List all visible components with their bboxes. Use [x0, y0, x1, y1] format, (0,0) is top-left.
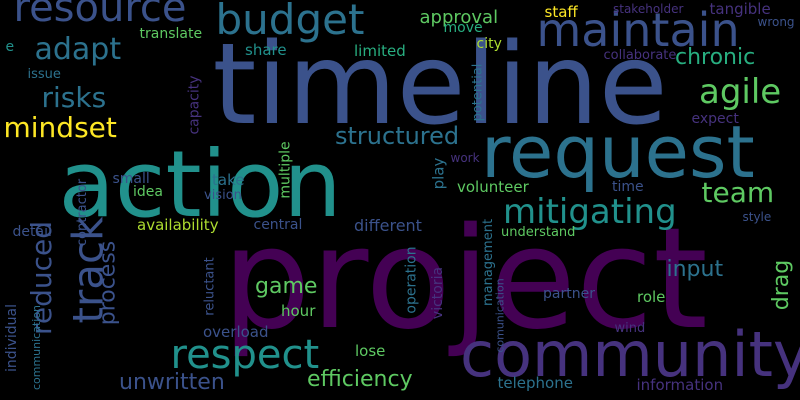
word-communication: communication	[29, 304, 43, 390]
word-risks: risks	[41, 81, 107, 114]
word-comunication: comunication	[493, 277, 507, 353]
word-mitigating: mitigating	[503, 192, 677, 232]
word-game: game	[255, 274, 318, 299]
word-style: style	[742, 210, 772, 224]
word-hour: hour	[281, 301, 316, 320]
word-city: city	[476, 36, 502, 52]
word-information: information	[636, 375, 724, 394]
word-volunteer: volunteer	[457, 177, 529, 196]
word-share: share	[245, 40, 287, 59]
word-budget: budget	[215, 0, 365, 44]
word-drag: drag	[769, 259, 795, 311]
word-multiple: multiple	[277, 141, 294, 199]
word-telephone: telephone	[497, 373, 573, 392]
word-victoria: victoria	[430, 266, 447, 320]
word-team: team	[701, 176, 775, 209]
word-timeline: timeline	[212, 20, 668, 150]
word-e: e	[5, 39, 15, 55]
word-input: input	[666, 257, 724, 282]
word-wrong: wrong	[757, 15, 795, 29]
word-role: role	[637, 287, 666, 306]
word-action: action	[58, 131, 342, 238]
word-overload: overload	[203, 322, 269, 341]
word-tangible: tangible	[709, 0, 771, 18]
word-availability: availability	[137, 215, 219, 234]
word-resource: resource	[13, 0, 187, 31]
word-efficiency: efficiency	[307, 367, 413, 392]
word-potential: potential	[470, 63, 486, 121]
word-operation: operation	[403, 246, 420, 314]
word-contractor: contractor	[74, 178, 90, 246]
word-work: work	[450, 151, 480, 165]
word-time: time	[612, 179, 644, 195]
word-lose: lose	[355, 341, 386, 360]
word-individual: individual	[3, 304, 20, 372]
word-mindset: mindset	[3, 111, 117, 144]
word-maintain: maintain	[536, 3, 740, 57]
word-staff: staff	[544, 2, 578, 21]
word-reluctant: reluctant	[202, 256, 218, 316]
word-wind: wind	[614, 320, 646, 336]
word-respect: respect	[170, 332, 320, 378]
word-management: management	[480, 218, 496, 306]
word-chronic: chronic	[675, 45, 756, 70]
word-issue: issue	[27, 66, 61, 82]
word-partner: partner	[543, 286, 595, 302]
word-vision: vision	[204, 187, 242, 203]
word-collaborate: collaborate	[603, 47, 677, 63]
word-play: play	[429, 157, 448, 189]
word-structured: structured	[335, 122, 460, 150]
word-central: central	[253, 217, 303, 233]
word-take: take	[212, 170, 245, 189]
word-move: move	[443, 20, 483, 36]
word-capacity: capacity	[186, 75, 203, 135]
word-stakeholder: stakeholder	[613, 2, 684, 16]
word-unwritten: unwritten	[119, 370, 225, 395]
word-process: process	[94, 240, 120, 326]
word-adapt: adapt	[34, 32, 122, 67]
word-different: different	[354, 216, 422, 235]
word-translate: translate	[139, 26, 203, 42]
word-request: request	[481, 110, 755, 194]
word-agile: agile	[699, 72, 782, 112]
word-project: project	[222, 198, 708, 361]
word-understand: understand	[501, 224, 576, 240]
word-approval: approval	[419, 7, 499, 28]
word-idea: idea	[133, 184, 163, 200]
word-detail: detail	[12, 224, 52, 240]
word-limited: limited	[354, 41, 406, 60]
word-small: small	[112, 171, 150, 187]
word-community: community	[460, 318, 800, 391]
word-expect: expect	[691, 111, 739, 127]
